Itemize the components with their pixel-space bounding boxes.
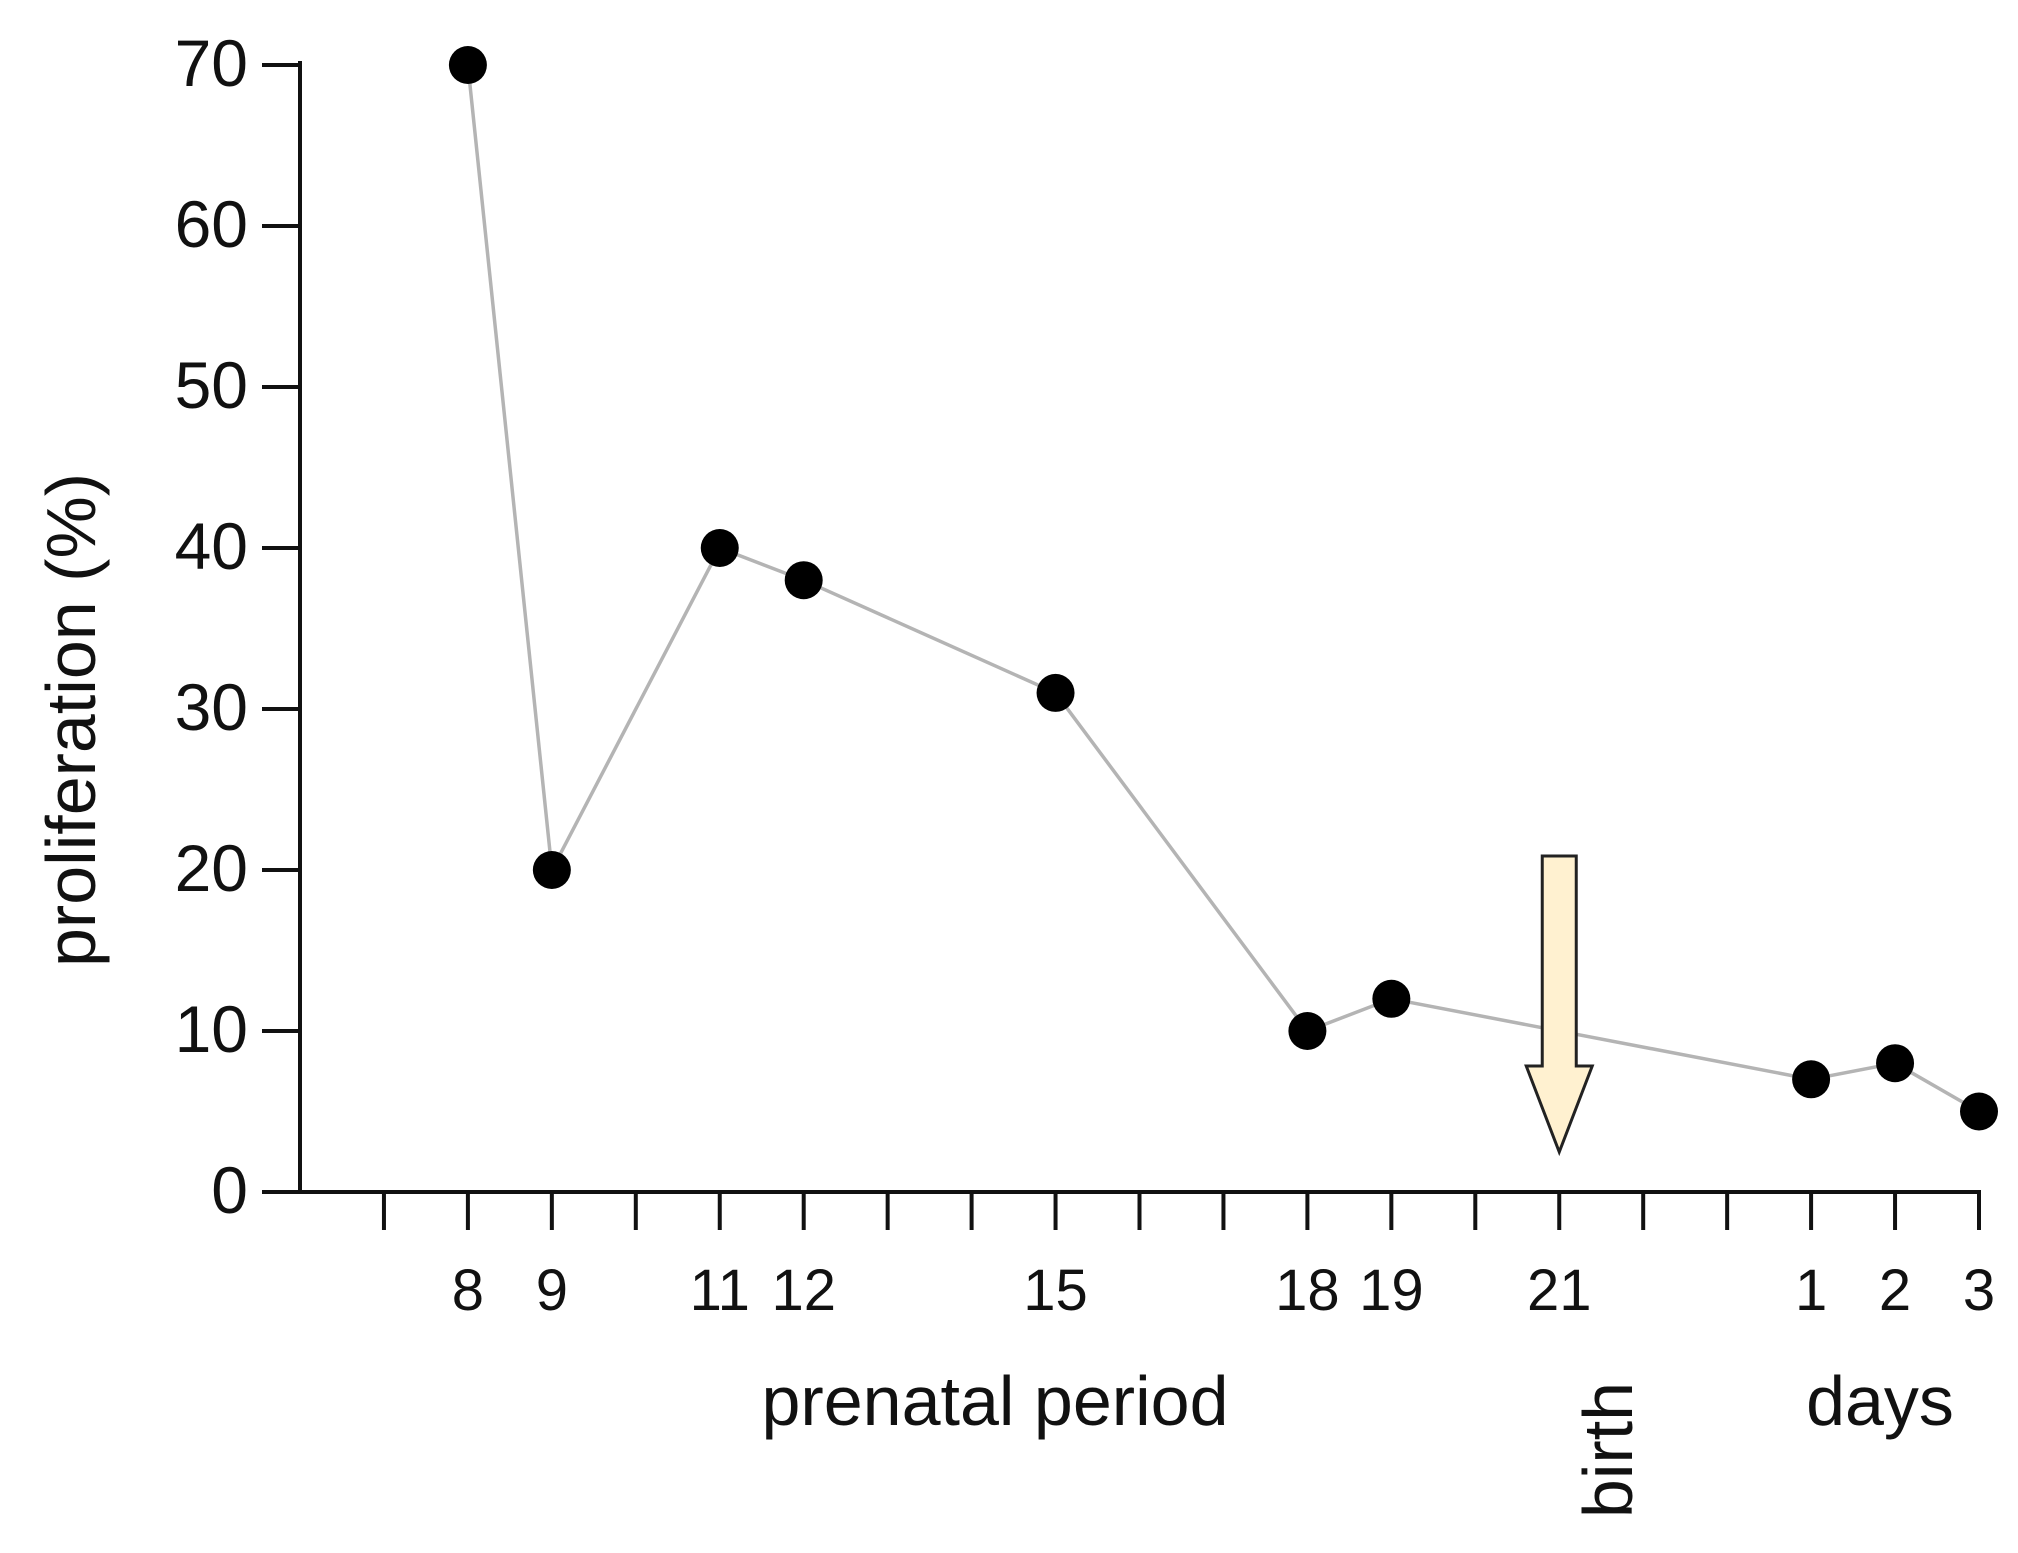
x-axis-title-prenatal: prenatal period (762, 1362, 1229, 1440)
y-tick-label: 0 (211, 1153, 248, 1227)
x-tick-label: 11 (690, 1258, 750, 1323)
y-tick-label: 60 (175, 187, 248, 261)
series-line (466, 64, 1980, 1114)
y-tick-label: 50 (175, 348, 248, 422)
data-point (784, 561, 823, 600)
x-tick-label: 1 (1795, 1258, 1827, 1323)
y-tick-label: 20 (175, 831, 248, 905)
series-path (466, 64, 1980, 1114)
data-point (1960, 1092, 1998, 1131)
x-tick-label: 8 (452, 1258, 484, 1323)
data-point (532, 851, 571, 889)
y-tick-label: 70 (175, 26, 248, 100)
x-axis-title-days: days (1806, 1362, 1954, 1440)
x-tick-label: 18 (1275, 1258, 1340, 1323)
x-tick-label: 3 (1963, 1258, 1995, 1323)
data-point (1288, 1012, 1327, 1050)
x-tick-label: 19 (1359, 1258, 1424, 1323)
y-tick-label: 40 (175, 509, 248, 583)
data-point (1792, 1060, 1831, 1099)
data-point (1372, 979, 1411, 1018)
data-point (700, 529, 739, 567)
data-point (1036, 673, 1075, 712)
x-tick-label: 15 (1023, 1258, 1088, 1323)
x-tick-label: 2 (1879, 1258, 1911, 1323)
data-point (448, 46, 487, 84)
y-tick-label: 10 (175, 992, 248, 1066)
axis-labels: proliferation (%) prenatal period birth … (32, 473, 1954, 1518)
data-markers (448, 46, 1998, 1131)
birth-arrow (1524, 854, 1595, 1157)
birth-arrow-shape (1524, 854, 1595, 1157)
y-tick-label: 30 (175, 670, 248, 744)
x-axis-title-birth: birth (1569, 1382, 1647, 1518)
x-tick-label: 9 (536, 1258, 568, 1323)
x-tick-label: 21 (1527, 1258, 1592, 1323)
data-point (1876, 1044, 1915, 1083)
y-axis-title: proliferation (%) (32, 473, 110, 967)
x-tick-label: 12 (771, 1258, 836, 1323)
